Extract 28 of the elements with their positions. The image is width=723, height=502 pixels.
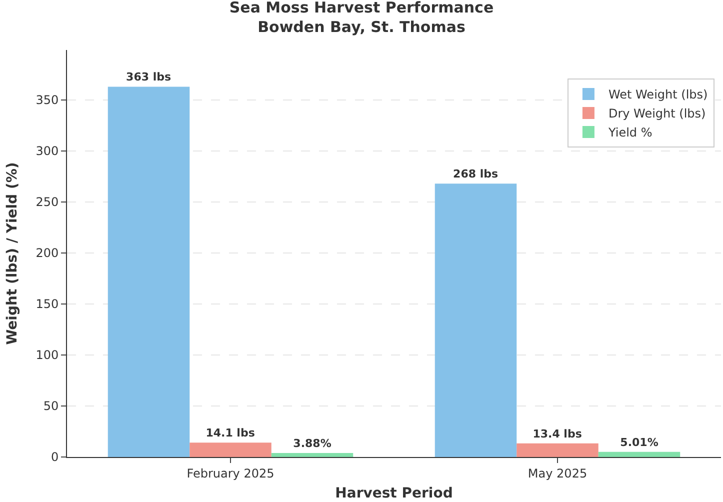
y-tick-label: 150 bbox=[36, 297, 59, 312]
data-label: 3.88% bbox=[293, 437, 332, 450]
bar bbox=[434, 184, 517, 457]
y-axis-title: Weight (lbs) / Yield (%) bbox=[4, 162, 20, 345]
y-tick-label: 0 bbox=[50, 450, 59, 464]
data-label: 14.1 lbs bbox=[206, 426, 256, 440]
bar bbox=[108, 86, 190, 457]
x-tick-label: May 2025 bbox=[528, 466, 588, 480]
data-label: 363 lbs bbox=[126, 70, 172, 84]
x-axis-title: Harvest Period bbox=[335, 486, 453, 502]
bar bbox=[516, 443, 598, 457]
bar bbox=[598, 452, 680, 457]
legend-label: Dry Weight (lbs) bbox=[608, 106, 706, 121]
y-tick-label: 50 bbox=[43, 399, 59, 414]
data-label: 5.01% bbox=[620, 436, 658, 449]
data-label: 268 lbs bbox=[453, 168, 498, 181]
chart-title: Sea Moss Harvest Performance Bowden Bay, St. Thomas bbox=[229, 0, 494, 36]
x-tick-label: February 2025 bbox=[186, 466, 274, 480]
bar bbox=[271, 453, 354, 457]
y-tick-label: 350 bbox=[36, 93, 59, 108]
data-label: 13.4 lbs bbox=[532, 427, 582, 440]
legend-label: Wet Weight (lbs) bbox=[608, 88, 708, 102]
y-tick-label: 250 bbox=[36, 195, 59, 210]
bar bbox=[190, 442, 272, 457]
y-tick-label: 100 bbox=[36, 348, 59, 362]
legend-label: Yield % bbox=[607, 126, 652, 140]
y-tick-label: 200 bbox=[36, 246, 59, 260]
y-tick-label: 300 bbox=[36, 144, 59, 158]
